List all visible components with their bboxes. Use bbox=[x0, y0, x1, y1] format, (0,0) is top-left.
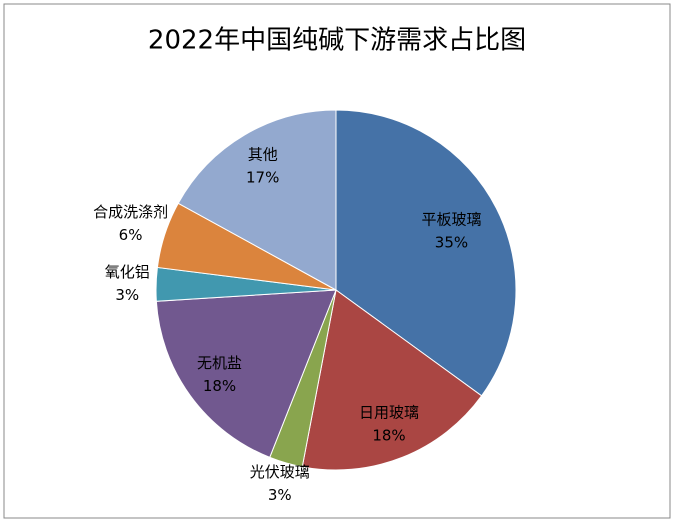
value-label: 18% bbox=[203, 377, 236, 395]
slice-label: 其他 bbox=[248, 146, 278, 164]
pie-slice bbox=[177, 109, 337, 291]
slice-label: 平板玻璃 bbox=[421, 211, 481, 229]
value-label: 17% bbox=[246, 169, 279, 187]
value-label: 6% bbox=[119, 226, 143, 244]
chart-title: 2022年中国纯碱下游需求占比图 bbox=[148, 26, 526, 56]
value-label: 18% bbox=[372, 426, 405, 444]
pie-slice bbox=[301, 289, 483, 471]
value-label: 35% bbox=[435, 234, 468, 252]
slice-label: 无机盐 bbox=[197, 354, 242, 372]
slice-label: 光伏玻璃 bbox=[250, 463, 310, 481]
slice-label: 日用玻璃 bbox=[359, 403, 419, 421]
pie-slice bbox=[155, 289, 337, 459]
pie-slice bbox=[335, 109, 517, 397]
slice-label: 氧化铝 bbox=[105, 263, 150, 281]
value-label: 3% bbox=[115, 286, 139, 304]
value-label: 3% bbox=[268, 486, 292, 504]
slice-label: 合成洗涤剂 bbox=[93, 203, 168, 221]
